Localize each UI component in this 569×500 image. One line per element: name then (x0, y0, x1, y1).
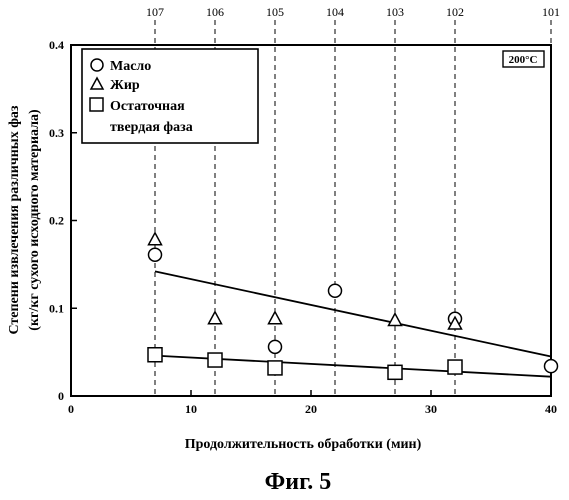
y-tick-label: 0.1 (49, 301, 64, 315)
fat-point (269, 312, 282, 324)
legend-label-residue-line2: твердая фаза (110, 120, 193, 135)
y-tick-label: 0.4 (49, 38, 64, 52)
y-tick-label: 0 (58, 389, 64, 403)
residue-point (448, 360, 462, 374)
x-tick-label: 40 (545, 402, 557, 416)
figure-caption: Фиг. 5 (265, 469, 332, 495)
top-labels: 107 106 105 104 103 102 101 (146, 5, 560, 19)
top-label: 102 (446, 5, 464, 19)
top-label: 104 (326, 5, 344, 19)
fat-point (149, 233, 162, 245)
legend: Масло Жир Остаточная твердая фаза (82, 49, 258, 143)
x-tick-label: 20 (305, 402, 317, 416)
data-markers (148, 233, 558, 380)
oil-point (545, 360, 558, 373)
residue-point (268, 361, 282, 375)
fat-point (209, 312, 222, 324)
residue-point (388, 365, 402, 379)
legend-label-residue-line1: Остаточная (110, 99, 185, 114)
top-label: 103 (386, 5, 404, 19)
y-tick-label: 0.2 (49, 214, 64, 228)
top-label: 107 (146, 5, 164, 19)
y-axis-title-line1: Степени извлечения различных фаз (7, 105, 22, 334)
y-tick-label: 0.3 (49, 126, 64, 140)
legend-label-oil: Масло (110, 59, 151, 74)
legend-label-fat: Жир (110, 78, 140, 93)
residue-point (208, 353, 222, 367)
x-tick-label: 30 (425, 402, 437, 416)
top-label: 106 (206, 5, 224, 19)
top-label: 101 (542, 5, 560, 19)
residue-point (148, 348, 162, 362)
oil-point (149, 248, 162, 261)
y-axis-title-line2: (кг/кг сухого исходного материала) (27, 109, 42, 331)
oil-point (269, 340, 282, 353)
x-tick-label: 0 (68, 402, 74, 416)
fat-point (389, 314, 402, 326)
top-label: 105 (266, 5, 284, 19)
temperature-label: 200°C (509, 54, 538, 66)
x-axis-title: Продолжительность обработки (мин) (185, 437, 422, 452)
oil-point (329, 284, 342, 297)
x-tick-label: 10 (185, 402, 197, 416)
